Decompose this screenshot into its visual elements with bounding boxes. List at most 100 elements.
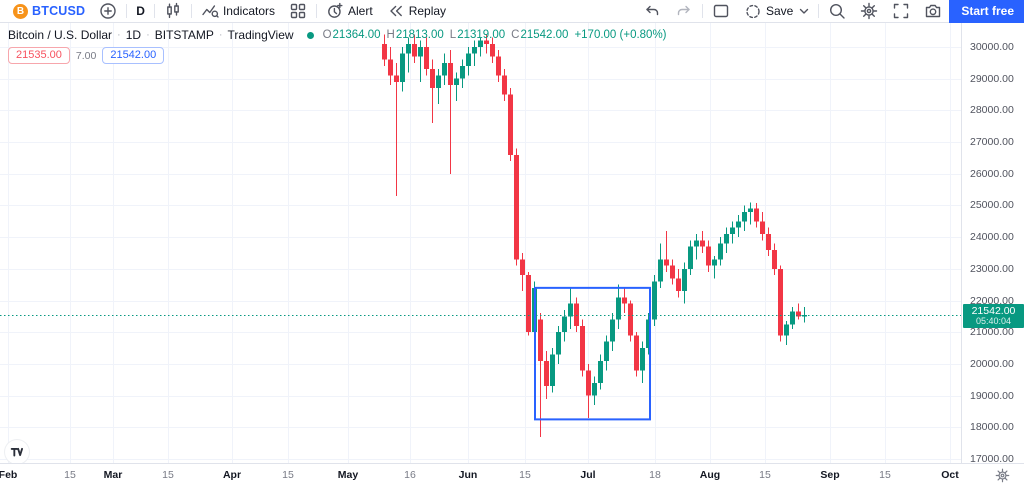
time-axis-label: 15: [519, 469, 531, 481]
start-free-button[interactable]: Start free: [949, 0, 1024, 23]
compare-button[interactable]: [92, 0, 124, 22]
interval-button[interactable]: D: [129, 0, 152, 22]
bar-countdown: 05:40:04: [975, 316, 1012, 327]
candle-body: [742, 211, 747, 222]
time-axis-label: 15: [64, 469, 76, 481]
sell-price-badge[interactable]: 21535.00: [8, 47, 70, 64]
drawing-rectangle[interactable]: [534, 286, 651, 421]
fullscreen-button[interactable]: [885, 0, 917, 22]
candle-body: [400, 53, 405, 82]
time-axis-label: Sep: [820, 469, 840, 481]
candle-body: [454, 78, 459, 86]
change-value: +170.00 (+0.80%): [574, 29, 667, 41]
candlestick-icon: [164, 2, 182, 20]
buy-price-badge[interactable]: 21542.00: [102, 47, 165, 64]
search-icon: [828, 2, 846, 20]
interval-label: D: [136, 4, 145, 18]
candle-body: [694, 240, 699, 247]
candle-body: [616, 297, 621, 320]
time-axis-label: 16: [404, 469, 416, 481]
gear-icon: [860, 2, 878, 20]
candle-body: [598, 360, 603, 383]
price-axis-label: 20000.00: [970, 357, 1014, 370]
screenshot-button[interactable]: [917, 0, 949, 22]
time-axis-label: Apr: [222, 469, 242, 481]
layout-rectangle-icon: [712, 2, 730, 20]
candle-body: [634, 335, 639, 371]
candle-body: [670, 265, 675, 279]
time-axis-label: 15: [282, 469, 294, 481]
candle-body: [496, 56, 501, 76]
candle-body: [622, 297, 627, 304]
grid: [0, 23, 961, 463]
candle-body: [490, 43, 495, 57]
legend: Bitcoin / U.S. Dollar · 1D · BITSTAMP · …: [8, 28, 667, 64]
candle-body: [580, 325, 585, 371]
bitcoin-logo-icon: B: [13, 3, 28, 19]
save-label: Save: [765, 4, 794, 18]
time-axis-label: Jun: [458, 469, 478, 481]
candle-body: [460, 66, 465, 79]
candle-body: [382, 43, 387, 60]
candle-body: [508, 94, 513, 155]
spread-value: 7.00: [75, 49, 97, 62]
candle-body: [430, 69, 435, 89]
indicator-templates-button[interactable]: [282, 0, 314, 22]
candle-body: [724, 233, 729, 244]
candle-body: [700, 240, 705, 247]
legend-interval[interactable]: 1D: [125, 28, 142, 42]
candlestick-chart[interactable]: [0, 23, 961, 463]
candle-body: [730, 227, 735, 234]
candle-body: [406, 43, 411, 54]
redo-icon: [675, 2, 693, 20]
plus-circle-icon: [99, 2, 117, 20]
legend-symbol-title[interactable]: Bitcoin / U.S. Dollar: [8, 28, 113, 42]
market-status-dot: [306, 31, 314, 39]
time-axis-label: Jul: [580, 469, 596, 481]
candle-body: [550, 354, 555, 387]
redo-button[interactable]: [668, 0, 700, 22]
candle-body: [562, 316, 567, 333]
price-axis-label: 18000.00: [970, 421, 1014, 434]
candle-body: [778, 268, 783, 336]
chart-type-button[interactable]: [157, 0, 189, 22]
candle-body: [658, 259, 663, 282]
tradingview-logo[interactable]: [5, 440, 29, 464]
save-button[interactable]: Save: [737, 0, 816, 22]
legend-exchange[interactable]: BITSTAMP: [154, 28, 214, 42]
undo-button[interactable]: [636, 0, 668, 22]
price-axis-label: 23000.00: [970, 262, 1014, 275]
settings-button[interactable]: [853, 0, 885, 22]
candle-body: [538, 319, 543, 361]
chart-area[interactable]: Bitcoin / U.S. Dollar · 1D · BITSTAMP · …: [0, 23, 961, 464]
candle-body: [478, 40, 483, 48]
toolbar-left: B BTCUSD D: [6, 0, 453, 22]
alert-label: Alert: [348, 4, 373, 18]
alert-button[interactable]: Alert: [319, 0, 380, 22]
candle-body: [790, 311, 795, 325]
price-axis[interactable]: 21542.00 05:40:04 30000.00 29000.00 28000.…: [961, 23, 1024, 465]
candle-body: [754, 208, 759, 222]
dot-separator: ·: [117, 29, 121, 41]
timezone-settings-gear-icon[interactable]: [995, 468, 1010, 486]
candle-body: [394, 75, 399, 82]
candle-body: [604, 341, 609, 361]
search-button[interactable]: [821, 0, 853, 22]
current-price-badge: 21542.00 05:40:04: [963, 304, 1024, 329]
toolbar-separator: [316, 4, 317, 18]
replay-button[interactable]: Replay: [380, 0, 453, 22]
legend-attribution[interactable]: TradingView: [227, 28, 294, 42]
time-axis-label: Feb: [0, 469, 18, 481]
camera-icon: [924, 2, 942, 20]
close-label: C: [511, 29, 520, 41]
time-axis[interactable]: Feb 15 Mar 15 Apr 15 May 16 Jun 15 Jul 18 Aug 15 Sep 15…: [0, 463, 1024, 486]
indicators-button[interactable]: Indicators: [194, 0, 282, 22]
price-axis-label: 19000.00: [970, 389, 1014, 402]
open-value: 21364.00: [332, 29, 381, 41]
candle-body: [472, 47, 477, 54]
layout-button[interactable]: [705, 0, 737, 22]
symbol-button[interactable]: B BTCUSD: [6, 0, 92, 22]
price-axis-label: 24000.00: [970, 231, 1014, 244]
indicators-icon: [201, 2, 219, 20]
